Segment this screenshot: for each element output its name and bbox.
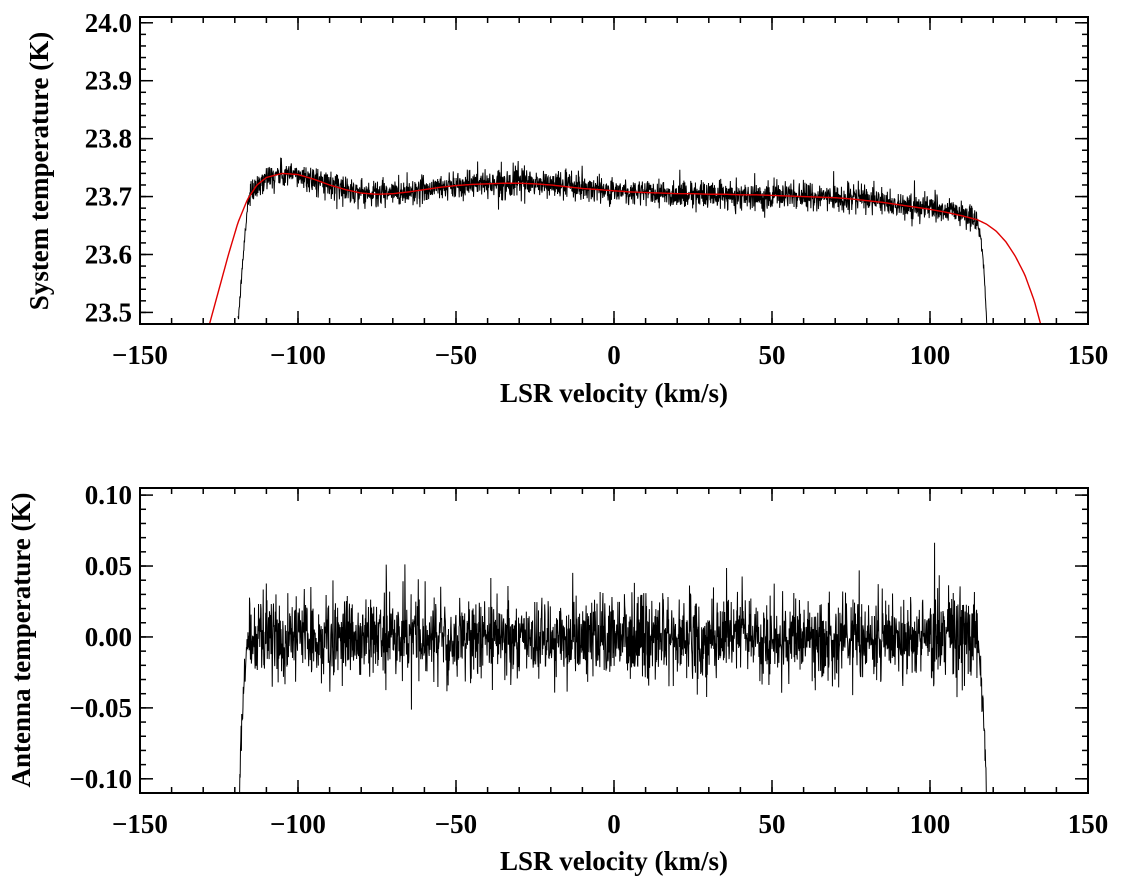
x-tick-label: 0	[607, 340, 621, 370]
x-tick-label: −100	[270, 809, 326, 839]
x-tick-label: −150	[112, 809, 168, 839]
x-tick-label: 100	[910, 340, 951, 370]
series-residual-spectrum	[239, 542, 987, 793]
system-temperature-panel: −150 −100 −50 0 50 100 150 23.5 23.6 23.7 23.8 23.9…	[24, 8, 1108, 408]
y-tick-label: 23.5	[85, 297, 132, 327]
x-axis-label: LSR velocity (km/s)	[500, 378, 728, 408]
x-tick-label: 150	[1068, 340, 1109, 370]
x-tick-label: −100	[270, 340, 326, 370]
x-tick-label: 100	[910, 809, 951, 839]
y-tick-label: 23.7	[85, 182, 132, 212]
y-tick-label: 0.10	[85, 480, 132, 510]
x-tick-label: 0	[607, 809, 621, 839]
series-polynomial-fit	[208, 172, 1042, 324]
x-tick-label: 150	[1068, 809, 1109, 839]
y-tick-label: 23.6	[85, 239, 132, 269]
y-tick-label: −0.05	[69, 693, 132, 723]
y-tick-label: 23.8	[85, 124, 132, 154]
y-axis-label: Antenna temperature (K)	[6, 493, 36, 788]
y-tick-label: −0.10	[69, 764, 132, 794]
x-axis-label: LSR velocity (km/s)	[500, 846, 728, 876]
series-spectrum	[237, 157, 988, 324]
y-tick-label: 0.05	[85, 551, 132, 581]
y-axis-label: System temperature (K)	[24, 32, 54, 310]
x-tick-label: 50	[759, 340, 786, 370]
x-tick-label: −50	[435, 340, 477, 370]
x-tick-label: −150	[112, 340, 168, 370]
y-tick-label: 23.9	[85, 66, 132, 96]
antenna-temperature-panel: −150 −100 −50 0 50 100 150 −0.10 −0.05 0.00 0.05 0.…	[6, 480, 1108, 876]
y-tick-label: 0.00	[85, 622, 132, 652]
y-tick-label: 24.0	[85, 8, 132, 38]
x-tick-label: −50	[435, 809, 477, 839]
x-tick-label: 50	[759, 809, 786, 839]
